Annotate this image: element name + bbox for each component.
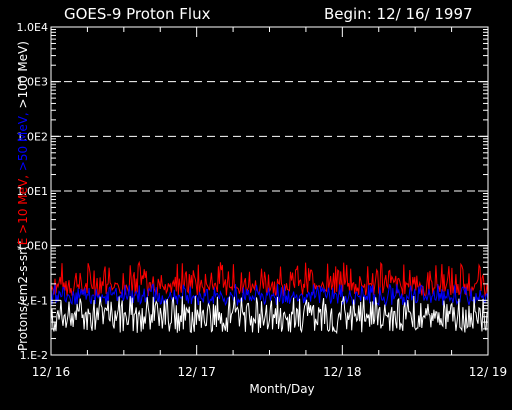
y-axis-label-part: ) bbox=[16, 41, 30, 46]
chart-begin-date: Begin: 12/ 16/ 1997 bbox=[324, 5, 473, 23]
y-tick-label: 1.0E4 bbox=[17, 21, 48, 34]
x-tick-label: 12/ 18 bbox=[323, 365, 361, 379]
y-axis-label-part: >100 MeV bbox=[16, 45, 30, 109]
series-line-gt50 bbox=[50, 283, 489, 307]
y-axis-label-part: E >10 MeV, bbox=[16, 171, 30, 245]
y-axis-label: Protons/cm2-s-sr(E >10 MeV, >50 MeV, >10… bbox=[16, 41, 30, 351]
y-tick-label: 1.0E3 bbox=[17, 76, 48, 89]
gridlines bbox=[51, 81, 488, 247]
axes-group bbox=[50, 26, 489, 356]
y-tick-label: 1.0E1 bbox=[17, 185, 48, 198]
y-axis-label-part: Protons/cm2-s-sr( bbox=[16, 245, 30, 351]
series-line-gt100 bbox=[50, 295, 489, 335]
x-axis-label: Month/Day bbox=[249, 382, 314, 396]
y-tick-label: 1.0E0 bbox=[17, 240, 48, 253]
chart-title: GOES-9 Proton Flux bbox=[64, 5, 211, 23]
labels-group: 1.E-2 1.E-1 1.0E0 1.0E1 1.0E2 1.0E3 1.0E4 12/ 1… bbox=[17, 21, 508, 379]
y-tick-label: 1.E-1 bbox=[20, 294, 48, 307]
series-group bbox=[50, 260, 489, 335]
x-tick-label: 12/ 19 bbox=[469, 365, 507, 379]
x-tick-label: 12/ 17 bbox=[177, 365, 215, 379]
y-axis-label-part: >50 MeV, bbox=[16, 108, 30, 171]
y-tick-label: 1.0E2 bbox=[17, 130, 48, 143]
x-tick-label: 12/ 16 bbox=[32, 365, 70, 379]
y-tick-label: 1.E-2 bbox=[20, 349, 48, 362]
